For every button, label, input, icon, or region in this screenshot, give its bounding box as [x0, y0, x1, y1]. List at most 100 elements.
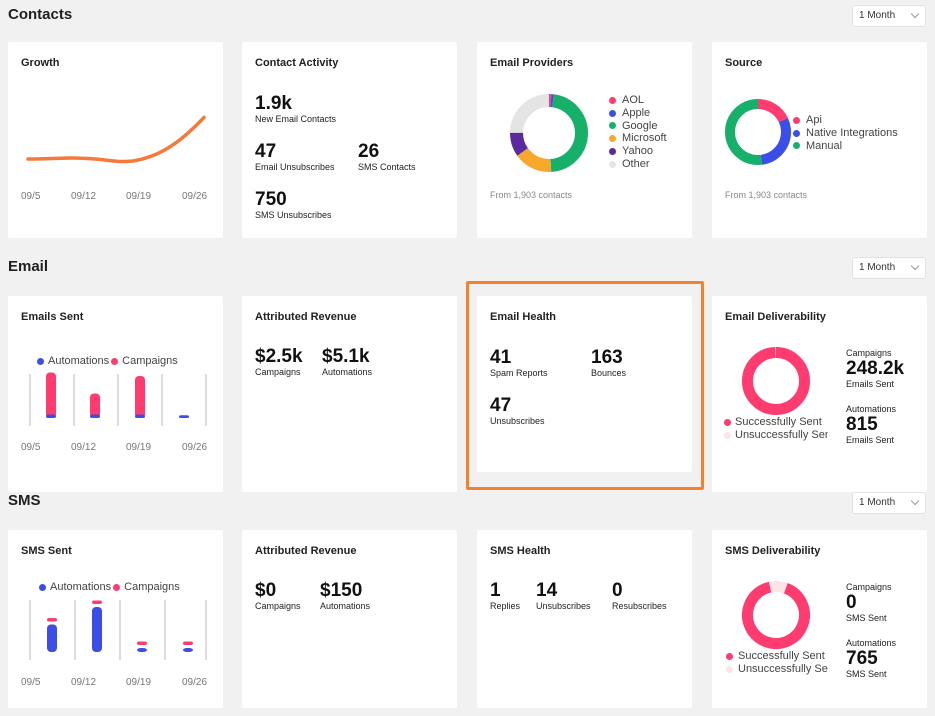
sms-deliverability-donut: [742, 581, 810, 649]
legend-dot: [609, 135, 616, 143]
legend-item: Yahoo: [609, 145, 667, 158]
bar-campaigns: [47, 618, 57, 622]
bar-campaigns: [137, 641, 147, 645]
growth-card: Growth 09/5 09/12 09/19 09/26: [8, 42, 223, 238]
legend-row: Successfully Sent: [726, 650, 828, 663]
email-revenue-card: Attributed Revenue $2.5k Campaigns $5.1k A…: [242, 296, 457, 492]
stat-label: Resubscribes: [612, 601, 667, 611]
legend-item: Other: [609, 158, 667, 171]
deliverability-automations: Automations 815 Emails Sent: [846, 404, 896, 446]
stat-label: Automations: [322, 367, 373, 377]
legend-dot-success: [726, 652, 733, 660]
stat-value: $2.5k: [255, 346, 303, 367]
email-unsubscribes-stat: 47 Email Unsubscribes: [255, 142, 335, 173]
legend-item: Native Integrations: [793, 127, 898, 140]
donut-slice-google: [510, 94, 588, 172]
stat-value: 750: [255, 189, 287, 210]
bar-automations: [137, 648, 147, 652]
stat-label: SMS Sent: [846, 669, 887, 679]
card-title: Emails Sent: [21, 311, 84, 323]
chevron-down-icon: [910, 9, 920, 19]
stat-value: 14: [536, 580, 558, 601]
x-tick: 09/12: [71, 191, 97, 202]
legend-dot-automations: [37, 357, 44, 365]
stat-value: 41: [490, 347, 512, 368]
stat-value: $0: [255, 580, 277, 601]
donut-slice-native-integrations: [725, 99, 791, 165]
x-tick: 09/19: [126, 677, 152, 688]
x-tick: 09/19: [126, 191, 152, 202]
growth-line: [26, 115, 206, 164]
resubscribes-stat: 0 Resubscribes: [612, 581, 667, 612]
chevron-down-icon: [910, 261, 920, 271]
emails-sent-chart: [29, 372, 207, 426]
sms-revenue-card: Attributed Revenue $0 Campaigns $150 Autom…: [242, 530, 457, 708]
bar-automations: [179, 415, 189, 418]
stat-label: Replies: [490, 601, 521, 611]
stat-caption: Automations: [846, 638, 897, 648]
legend-dot: [609, 122, 616, 130]
card-title: Attributed Revenue: [255, 311, 357, 323]
deliverability-automations: Automations 765 SMS Sent: [846, 638, 896, 680]
providers-donut: [510, 94, 588, 172]
bar-automations: [135, 414, 145, 418]
stat-caption: Campaigns: [846, 348, 892, 358]
bar-campaigns: [135, 376, 145, 418]
revenue-automations-stat: $150 Automations: [320, 581, 370, 612]
period-value: 1 Month: [859, 497, 896, 508]
bounces-stat: 163 Bounces: [591, 348, 626, 379]
stat-label: SMS Sent: [846, 613, 887, 623]
email-period-select[interactable]: 1 Month: [852, 257, 926, 279]
legend-item: Manual: [793, 140, 898, 153]
legend-label: Manual: [806, 139, 843, 152]
sms-unsubscribes-stat: 750 SMS Unsubscribes: [255, 190, 332, 221]
legend-label: Campaigns: [124, 581, 180, 593]
contact-activity-card: Contact Activity 1.9k New Email Contacts …: [242, 42, 457, 238]
sms-period-select[interactable]: 1 Month: [852, 492, 926, 514]
legend-label: Automations: [50, 581, 112, 593]
unsubscribes-stat: 47 Unsubscribes: [490, 396, 545, 427]
sms-health-card: SMS Health 1 Replies 14 Unsubscribes 0 Resu…: [477, 530, 692, 708]
stat-label: Automations: [320, 601, 371, 611]
email-deliverability-legend: Successfully Sent Unsuccessfully Sent: [724, 416, 828, 442]
stat-value: 26: [358, 141, 380, 162]
revenue-campaigns-stat: $0 Campaigns: [255, 581, 301, 612]
legend-label: Microsoft: [622, 132, 667, 145]
card-title: Growth: [21, 57, 60, 69]
legend-label: Unsuccessfully Sent: [738, 662, 828, 675]
stat-value: $150: [320, 580, 363, 601]
donut-slice-unsuccessfully-sent: [742, 581, 810, 649]
legend-label: Other: [622, 157, 650, 170]
stat-label: Email Unsubscribes: [255, 162, 335, 172]
stat-label: Bounces: [591, 368, 627, 378]
emails-sent-card: Emails Sent Automations Campaigns 09/5 0…: [8, 296, 223, 492]
stat-label: Unsubscribes: [490, 416, 545, 426]
legend-dot: [609, 148, 616, 156]
new-email-contacts-stat: 1.9k New Email Contacts: [255, 94, 336, 125]
stat-value: $5.1k: [322, 346, 370, 367]
donut-slice-microsoft: [510, 94, 588, 172]
legend-item: AOL: [609, 94, 667, 107]
legend-dot: [793, 129, 800, 137]
bar-campaigns: [46, 372, 56, 418]
section-title-email: Email: [8, 258, 49, 275]
legend-dot-fail: [724, 431, 731, 439]
revenue-campaigns-stat: $2.5k Campaigns: [255, 347, 303, 378]
bar-automations: [183, 648, 193, 652]
donut-slice-other: [510, 94, 588, 172]
stat-label: Spam Reports: [490, 368, 548, 378]
bar-automations: [92, 607, 102, 652]
sms-sent-chart: [29, 600, 207, 660]
legend-dot-campaigns: [113, 583, 121, 591]
x-tick: 09/5: [21, 677, 41, 688]
bar-campaigns: [183, 641, 193, 645]
contacts-period-select[interactable]: 1 Month: [852, 5, 926, 27]
stat-value: 765: [846, 648, 878, 669]
card-title: SMS Sent: [21, 545, 72, 557]
legend-item: Apple: [609, 107, 667, 120]
card-title: SMS Deliverability: [725, 545, 821, 557]
legend-dot: [609, 109, 616, 117]
stat-value: 248.2k: [846, 358, 905, 379]
sms-unsubscribes-stat: 14 Unsubscribes: [536, 581, 591, 612]
legend-item: Microsoft: [609, 132, 667, 145]
